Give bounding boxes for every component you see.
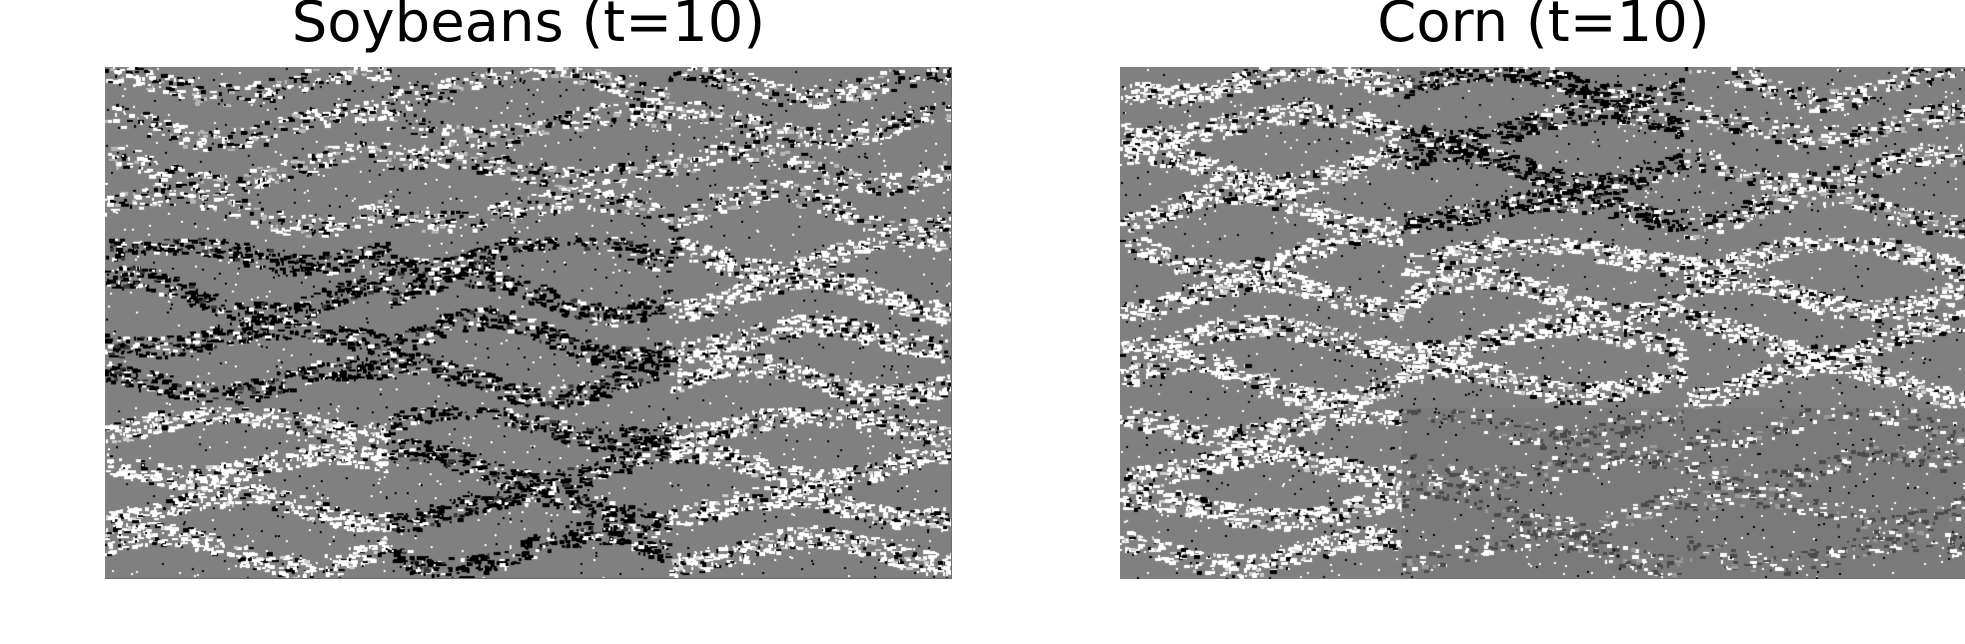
left-panel-title: Soybeans (t=10) [291,0,766,55]
soybeans-heatmap-image [105,67,952,579]
corn-heatmap-image [1120,67,1965,579]
right-panel-title: Corn (t=10) [1377,0,1710,55]
